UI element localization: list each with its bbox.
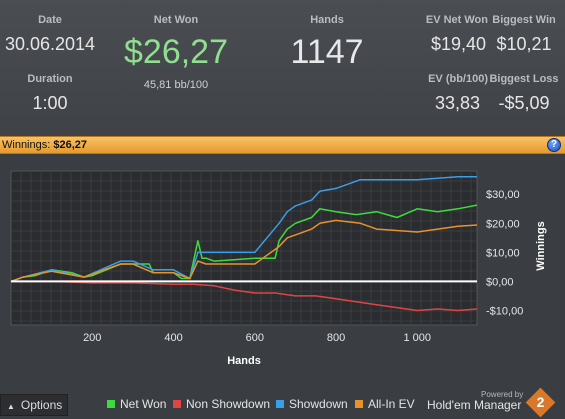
help-icon[interactable]: ? bbox=[547, 138, 561, 152]
x-axis-label: Hands bbox=[227, 355, 261, 367]
series-line-non-showdown bbox=[11, 280, 478, 312]
hm2-logo-icon: 2 bbox=[525, 387, 556, 418]
legend-swatch bbox=[173, 400, 181, 408]
x-tick-label: 400 bbox=[164, 332, 182, 344]
legend-item: All-In EV bbox=[355, 397, 415, 411]
x-tick-label: 800 bbox=[327, 332, 345, 344]
chevron-up-icon: ▲ bbox=[7, 402, 15, 411]
y-tick-label: $0,00 bbox=[486, 276, 514, 288]
winnings-chart-svg: $30,00 $20,00 $10,00 $0,00 -$10,00 200 400 600 8… bbox=[10, 170, 547, 367]
biggest-loss-label: Biggest Loss bbox=[489, 73, 559, 85]
legend-swatch bbox=[107, 400, 115, 408]
powered-by-label: Powered by bbox=[481, 390, 524, 399]
legend-swatch bbox=[276, 400, 284, 408]
y-tick-label: $30,00 bbox=[486, 189, 520, 201]
hands-value: 1147 bbox=[290, 33, 364, 71]
ev-net-won-label: EV Net Won bbox=[425, 14, 488, 26]
winnings-chart: $30,00 $20,00 $10,00 $0,00 -$10,00 200 400 600 8… bbox=[0, 154, 565, 390]
y-axis-label: Winnings bbox=[535, 221, 547, 270]
winnings-bar-text: Winnings: $26,27 bbox=[2, 139, 87, 151]
options-button[interactable]: ▲ Options bbox=[0, 394, 68, 416]
y-tick-label: $10,00 bbox=[486, 247, 520, 259]
hands-label: Hands bbox=[310, 14, 344, 26]
winnings-bar: Winnings: $26,27 ? bbox=[0, 136, 565, 154]
ev-net-won-value: $19,40 bbox=[430, 34, 486, 54]
stats-panel: Date 30.06.2014 Duration 1:00 Net Won $2… bbox=[0, 0, 565, 136]
hm2-badge-text: 2 bbox=[536, 394, 545, 410]
ev-bb-label: EV (bb/100) bbox=[428, 73, 488, 85]
x-tick-label: 1 000 bbox=[404, 332, 432, 344]
biggest-loss-value: -$5,09 bbox=[498, 93, 550, 113]
options-label: Options bbox=[20, 398, 63, 412]
legend-label: Net Won bbox=[120, 397, 167, 411]
biggest-win-label: Biggest Win bbox=[492, 14, 556, 26]
series-line-showdown bbox=[10, 176, 477, 283]
net-won-label: Net Won bbox=[153, 14, 199, 26]
winnings-label: Winnings: bbox=[2, 139, 51, 151]
legend-label: Non Showdown bbox=[186, 397, 271, 411]
legend-item: Showdown bbox=[276, 397, 348, 411]
x-tick-label: 200 bbox=[83, 332, 101, 344]
biggest-win-value: $10,21 bbox=[496, 34, 552, 54]
series-line-all-in-ev bbox=[10, 219, 478, 283]
bottom-bar: ▲ Options Net Won Non Showdown Showdown All-… bbox=[0, 387, 565, 419]
legend-swatch bbox=[355, 400, 363, 408]
ev-bb-value: 33,83 bbox=[434, 93, 480, 113]
date-label: Date bbox=[38, 14, 62, 26]
duration-label: Duration bbox=[27, 73, 73, 85]
plot-area bbox=[10, 170, 478, 326]
brand-name: Hold'em Manager bbox=[427, 398, 522, 412]
x-tick-label: 600 bbox=[246, 332, 264, 344]
legend-label: All-In EV bbox=[368, 397, 415, 411]
legend-item: Non Showdown bbox=[173, 397, 270, 411]
net-won-value: $26,27 bbox=[124, 33, 228, 71]
legend-item: Net Won bbox=[107, 397, 166, 411]
legend-label: Showdown bbox=[289, 397, 348, 411]
winnings-value: $26,27 bbox=[53, 139, 88, 151]
y-tick-label: -$10,00 bbox=[486, 305, 523, 317]
date-value: 30.06.2014 bbox=[4, 34, 96, 54]
duration-value: 1:00 bbox=[32, 93, 68, 113]
bb-per-100-value: 45,81 bb/100 bbox=[143, 79, 209, 91]
y-tick-label: $20,00 bbox=[486, 218, 520, 230]
